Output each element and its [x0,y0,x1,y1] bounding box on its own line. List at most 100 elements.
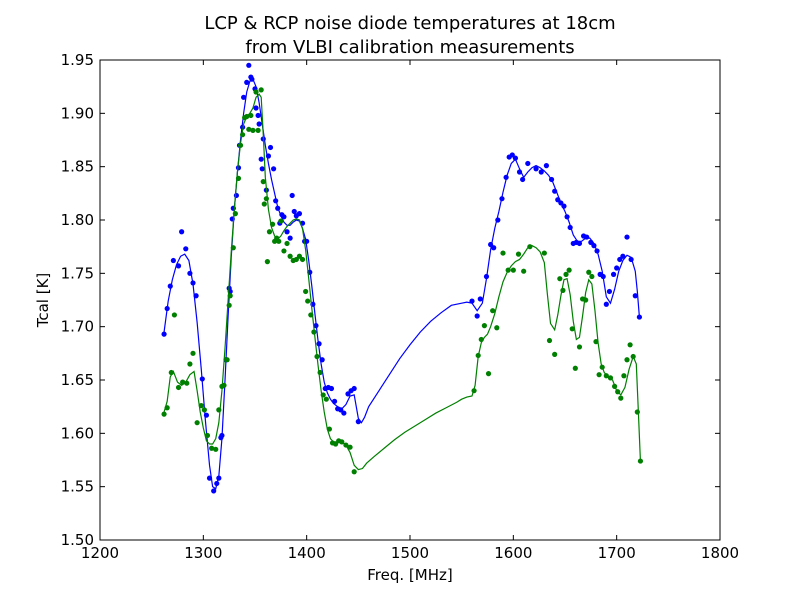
series-2-point [266,229,273,235]
series-1-point [291,208,297,215]
series-1-point [564,214,570,220]
series-2-point [490,308,496,314]
series-2-point [213,446,219,452]
series-1-point [338,407,344,413]
series-1-point [167,283,173,289]
x-tick-label: 1200 [81,544,119,562]
series-1-point [313,323,319,329]
series-1-point [316,341,322,347]
series-2-point [161,411,167,417]
series-2-point [569,326,575,332]
series-1-point [253,105,259,111]
series-1-point [552,188,558,194]
chart-title: LCP & RCP noise diode temperatures at 18… [204,13,615,34]
series-1-point [296,211,303,217]
series-2-point [168,369,174,376]
y-tick-label: 1.90 [61,104,94,122]
series-2-point [563,271,569,277]
series-1-point [632,293,638,299]
series-2-point [627,342,633,348]
series-1-point [206,475,213,481]
series-1-point [576,240,583,247]
series-2-point [230,245,236,251]
series-1-point [284,229,290,235]
x-tick-label: 1600 [494,544,532,562]
series-1-point [617,256,623,263]
series-2-point [164,405,170,411]
series-1-point [259,166,265,172]
series-2-point [311,329,317,335]
series-2-point [527,244,533,250]
series-1-point [533,166,539,172]
series-1-point [304,238,310,244]
series-1-point [233,192,239,199]
series-1-point [214,480,220,487]
series-1-point [287,235,293,241]
series-2-point [308,312,314,318]
series-2-point [237,142,244,148]
y-tick-label: 1.85 [61,158,94,176]
series-2-point [481,323,487,329]
series-2-point [607,375,614,381]
series-2-point [221,382,227,388]
series-2-point [596,372,602,378]
series-1-point [636,314,643,320]
series-2-point [204,432,211,439]
series-2-point [198,403,204,409]
x-axis-title: Freq. [MHz] [367,566,452,584]
series-1-point [509,152,515,158]
series-2-point [293,256,299,263]
series-2-point [248,112,254,119]
series-2-point [227,293,233,299]
series-2-point [546,337,553,344]
series-2-line [163,93,642,471]
series-2-point [216,407,222,413]
series-1-point [538,169,544,175]
series-1-point [199,376,205,382]
series-1-point [258,156,264,162]
series-1-point [558,200,564,206]
series-1-point [483,273,490,280]
series-2 [161,87,644,475]
series-2-point [261,201,267,207]
series-2-point [351,469,357,475]
series-2-point [586,269,592,275]
series-2-point [281,248,287,254]
series-2-point [194,420,200,426]
series-2-point [637,458,644,464]
y-axis-title: Tcal [K] [34,273,52,329]
series-1-point [219,432,225,439]
x-tick-label: 1800 [701,544,739,562]
series-1-point [495,217,501,223]
series-1-point [328,385,335,392]
y-tick-label: 1.80 [61,211,94,229]
series-2-point [557,276,563,282]
series-1-point [525,160,531,167]
series-2-point [343,442,349,448]
series-2-point [333,441,339,447]
series-2-point [494,325,500,331]
series-2-point [209,445,215,451]
series-1-point [179,229,185,235]
chart-subtitle: from VLBI calibration measurements [245,37,574,58]
y-tick-label: 1.60 [61,424,94,442]
series-2-point [485,371,492,377]
series-2-point [187,361,193,367]
series-2-point [572,365,578,371]
series-1-point [584,234,590,240]
series-1-point [555,197,561,203]
series-1-point [499,196,505,202]
series-1-point [183,246,189,252]
series-1 [161,62,643,494]
series-1-point [614,265,620,271]
series-1-point [567,224,573,231]
series-2-point [624,357,630,363]
plot-area [161,62,644,494]
series-2-point [323,396,329,402]
series-1-point [175,263,182,269]
series-2-point [320,392,326,398]
series-1-point [341,410,347,416]
series-2-point [305,298,311,304]
x-axis: 1200 1300 1400 1500 1600 1700 1800 [81,60,739,562]
